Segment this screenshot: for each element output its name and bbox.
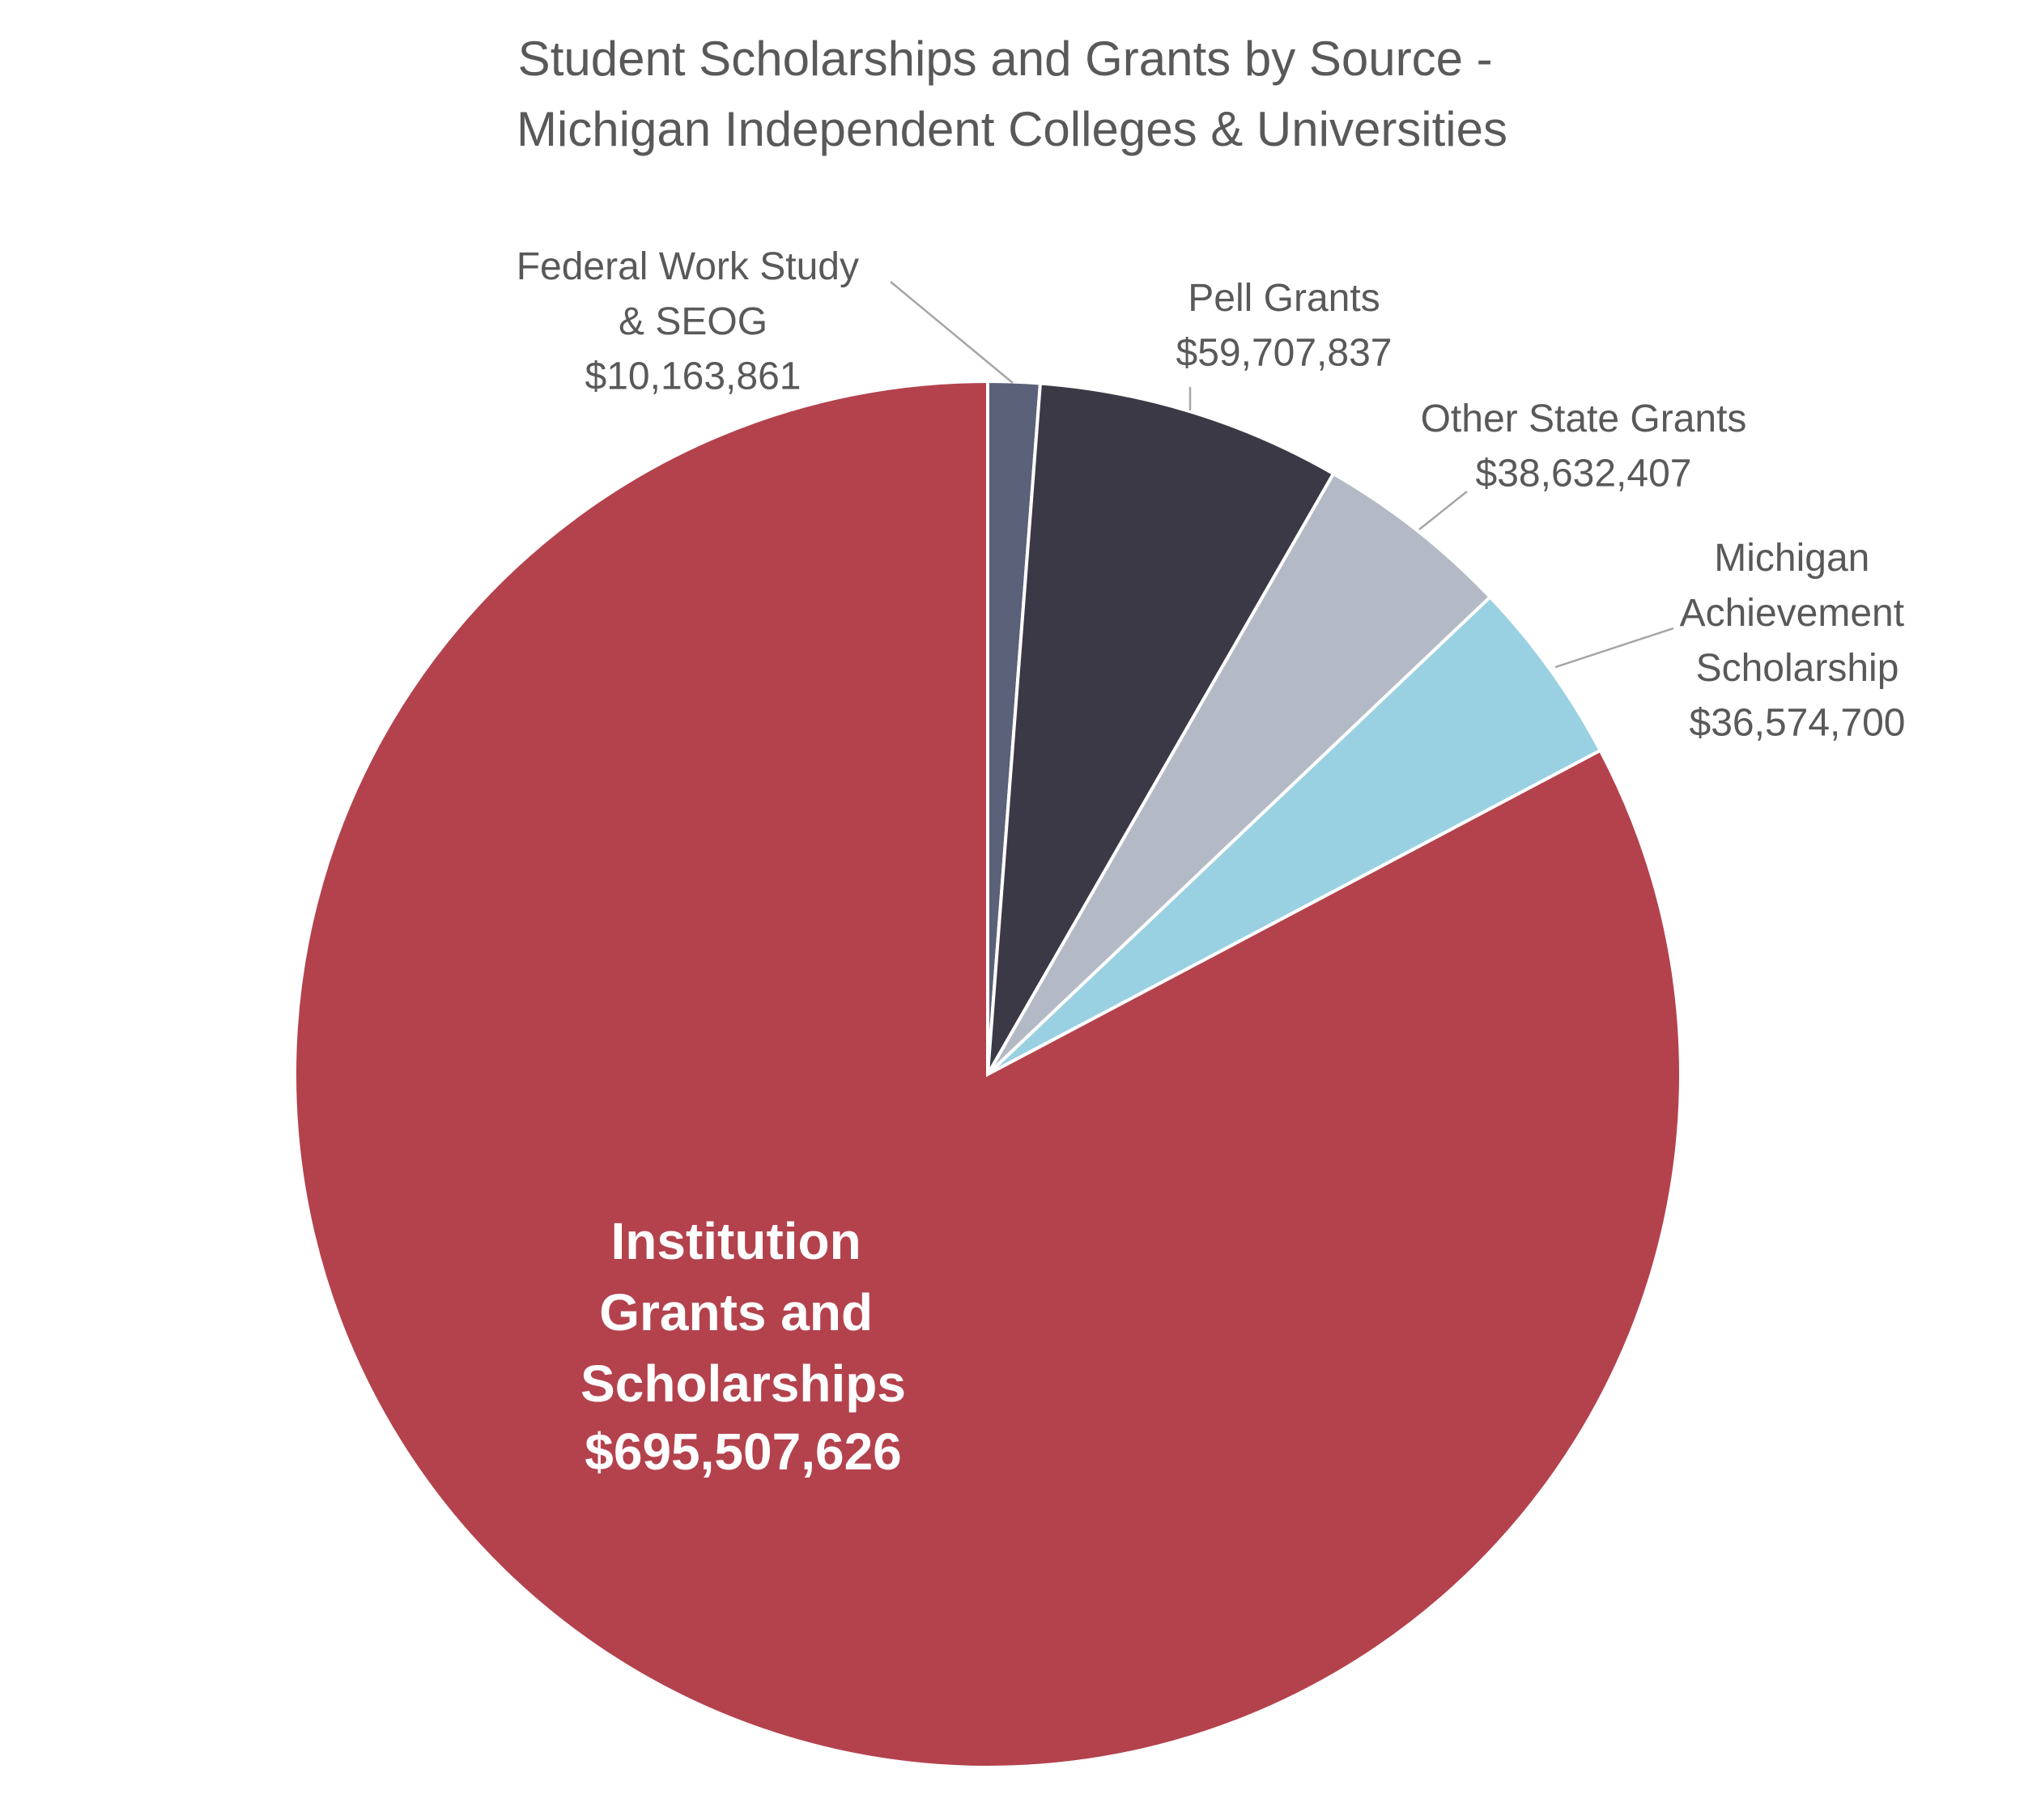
data-label-value: $10,163,861 [585, 355, 802, 398]
data-label-value: $36,574,700 [1690, 702, 1906, 745]
pie-slice [986, 381, 1336, 1075]
data-label-name: Federal Work Study & SEOG [517, 245, 870, 343]
pie-slice [986, 594, 1603, 1076]
data-label-value: $59,707,837 [1176, 332, 1393, 375]
pie-slice [986, 471, 1493, 1076]
data-label-value: $38,632,407 [1476, 453, 1692, 495]
leader-line [1554, 627, 1674, 669]
leader-line [890, 281, 1014, 384]
data-label-value: $695,507,626 [585, 1422, 902, 1481]
pie-slice [293, 379, 1682, 1769]
chart-title: Student Scholarships and Grants by Sourc… [517, 32, 1507, 156]
data-label-name: Other State Grants [1421, 398, 1747, 440]
data-label-name: Pell Grants [1188, 277, 1380, 320]
data-label-name: Institution Grants and Scholarships [580, 1212, 906, 1413]
leader-line [1418, 491, 1468, 530]
data-label-name: Michigan Achievement Scholarship [1680, 537, 1916, 690]
